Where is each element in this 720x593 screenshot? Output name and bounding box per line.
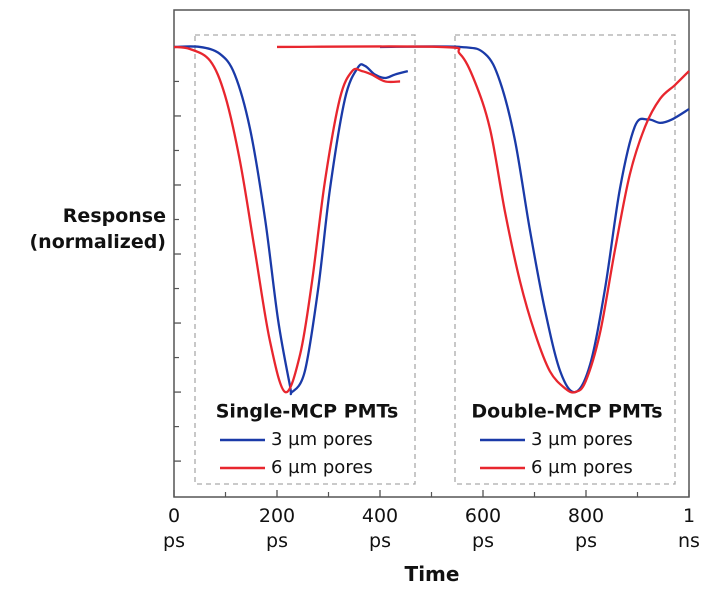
series-line xyxy=(173,45,401,394)
legend-title: Double-MCP PMTs xyxy=(471,401,662,423)
group-box xyxy=(454,34,676,485)
legend-label: 6 µm pores xyxy=(531,457,633,478)
x-tick-label: 400 ps xyxy=(361,505,399,552)
series-line xyxy=(379,45,690,394)
series-line xyxy=(173,45,409,396)
series-line xyxy=(276,45,690,394)
x-tick-label: 800 ps xyxy=(567,505,605,552)
x-tick-label: 0 ps xyxy=(163,505,185,552)
y-axis-label: Response (normalized) xyxy=(29,205,166,253)
legend-label: 3 µm pores xyxy=(271,429,373,450)
group-box xyxy=(194,34,416,485)
legend-label: 6 µm pores xyxy=(271,457,373,478)
legend-title: Single-MCP PMTs xyxy=(216,401,399,423)
legend-label: 3 µm pores xyxy=(531,429,633,450)
x-tick-label: 600 ps xyxy=(464,505,502,552)
x-axis-label: Time xyxy=(404,562,460,586)
x-tick-label: 1 ns xyxy=(678,505,700,552)
x-tick-label: 200 ps xyxy=(258,505,296,552)
